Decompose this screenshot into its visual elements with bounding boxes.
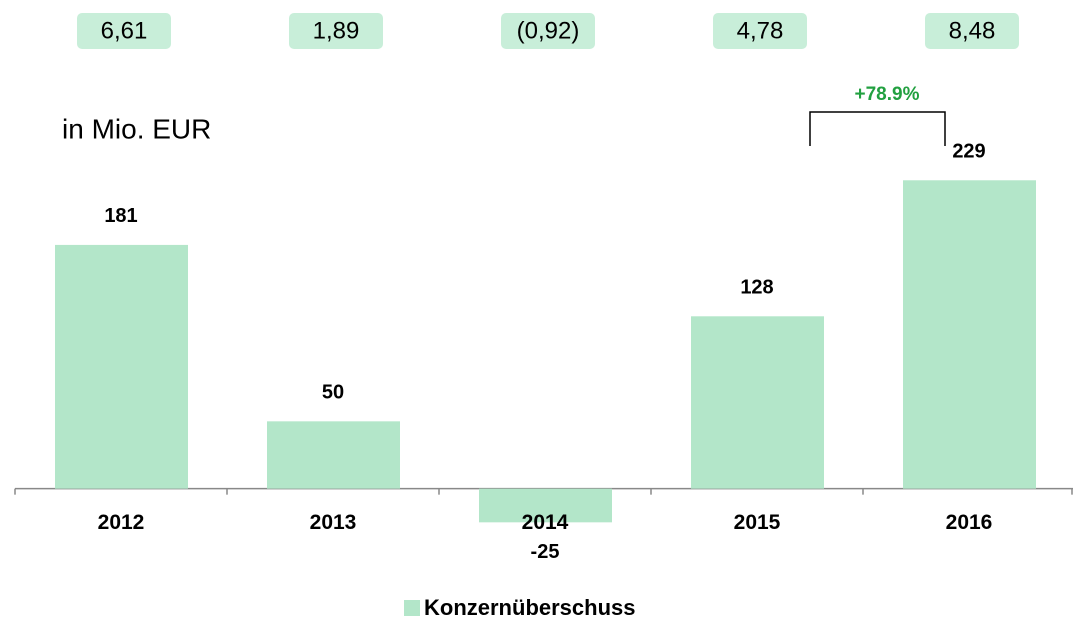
legend-swatch <box>404 600 420 616</box>
header-box <box>77 13 171 49</box>
bar <box>903 180 1036 489</box>
bar <box>55 244 188 489</box>
x-tick-label: 2015 <box>734 511 781 534</box>
bar <box>267 421 400 489</box>
header-value: 6,61 <box>101 17 148 44</box>
x-tick-label: 2013 <box>310 511 357 534</box>
growth-bracket <box>809 111 946 146</box>
unit-label: in Mio. EUR <box>62 113 211 144</box>
header-box <box>289 13 383 49</box>
header-value: 8,48 <box>949 17 996 44</box>
bar <box>479 488 612 523</box>
data-label: 128 <box>740 277 773 299</box>
data-label: 181 <box>104 205 137 227</box>
header-box <box>925 13 1019 49</box>
header-value: (0,92) <box>517 17 580 44</box>
x-tick-label: 2014 <box>522 511 569 534</box>
header-box <box>501 13 595 49</box>
x-tick-label: 2016 <box>946 511 993 534</box>
header-value: 4,78 <box>737 17 784 44</box>
data-label: -25 <box>531 541 560 563</box>
bar <box>691 316 824 489</box>
x-tick-label: 2012 <box>98 511 145 534</box>
data-label: 229 <box>952 141 985 163</box>
data-label: 50 <box>322 382 344 404</box>
legend-label: Konzernüberschuss <box>424 595 636 620</box>
header-box <box>713 13 807 49</box>
header-value: 1,89 <box>313 17 360 44</box>
growth-annotation: +78.9% <box>855 84 920 105</box>
